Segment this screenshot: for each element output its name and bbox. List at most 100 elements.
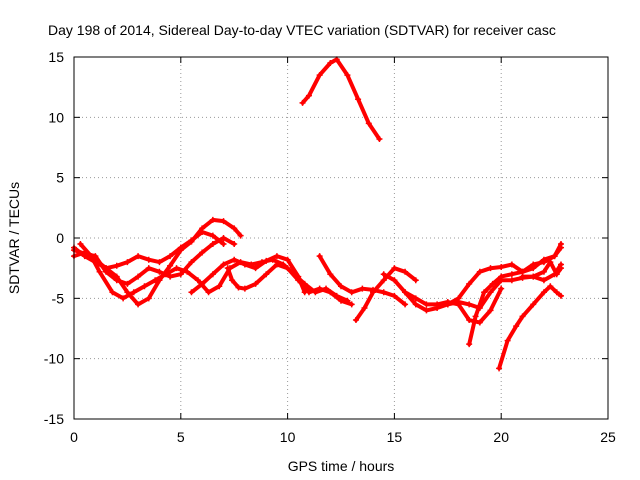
data-point [558, 244, 565, 251]
data-point [344, 72, 351, 79]
data-point [156, 268, 163, 275]
y-tick-label: -15 [44, 411, 64, 427]
data-point [519, 273, 526, 280]
data-point [235, 284, 242, 291]
data-point [120, 295, 127, 302]
data-point [113, 277, 120, 284]
data-point [498, 285, 505, 292]
chart-title: Day 198 of 2014, Sidereal Day-to-day VTE… [48, 22, 556, 38]
data-point [199, 249, 206, 256]
data-point [167, 262, 174, 269]
data-point [130, 289, 137, 296]
data-point [402, 301, 409, 308]
data-point [540, 259, 547, 266]
data-point [284, 256, 291, 263]
data-point [547, 283, 554, 290]
data-point [241, 285, 248, 292]
data-point [391, 277, 398, 284]
data-point [551, 253, 558, 260]
data-point [209, 241, 216, 248]
data-point [177, 271, 184, 278]
data-point [444, 301, 451, 308]
data-point [487, 307, 494, 314]
data-point [498, 263, 505, 270]
data-point [162, 271, 169, 278]
data-point [229, 277, 236, 284]
data-point [231, 225, 238, 232]
data-point [145, 265, 152, 272]
data-point [476, 268, 483, 275]
data-point [402, 289, 409, 296]
axis-ticks: 0 5 10 15 20 25 -15 -10 -5 0 5 10 15 [44, 49, 616, 445]
data-point [487, 265, 494, 272]
data-point [135, 301, 142, 308]
data-point [496, 365, 503, 372]
y-tick-label: 10 [48, 109, 64, 125]
y-tick-label: 5 [56, 170, 64, 186]
data-point [316, 285, 323, 292]
data-point [376, 136, 383, 143]
data-point [284, 265, 291, 272]
data-point [220, 261, 227, 268]
data-point [220, 235, 227, 241]
data-point [113, 262, 120, 269]
data-point [237, 232, 244, 239]
data-point [338, 283, 344, 290]
data-point [489, 280, 496, 287]
data-point [476, 319, 483, 326]
data-point [263, 257, 270, 264]
data-point [553, 289, 560, 296]
data-point [220, 241, 227, 248]
data-point [77, 241, 84, 248]
data-point [167, 253, 174, 260]
data-point [177, 244, 184, 251]
data-point [305, 289, 312, 296]
data-point [252, 280, 259, 287]
data-point [466, 280, 473, 287]
data-point [135, 253, 142, 260]
data-point [423, 301, 430, 308]
data-point [209, 271, 216, 278]
x-tick-label: 0 [70, 429, 78, 445]
data-point [466, 341, 473, 348]
data-point [316, 72, 323, 79]
data-point [412, 301, 419, 308]
data-point [231, 256, 238, 263]
y-tick-label: -10 [44, 351, 64, 367]
data-point [316, 253, 323, 260]
x-tick-label: 15 [387, 429, 403, 445]
data-point [370, 289, 377, 296]
series-group [71, 56, 565, 372]
series-line-arc-11 [403, 262, 563, 313]
data-point [273, 253, 280, 260]
data-point [167, 273, 174, 280]
data-point [188, 237, 195, 244]
data-point [540, 268, 547, 275]
data-point [380, 277, 387, 284]
data-point [327, 271, 334, 278]
data-point [152, 277, 159, 284]
data-point [96, 268, 103, 275]
y-tick-label: 0 [56, 230, 64, 246]
data-point [540, 277, 547, 284]
x-tick-label: 20 [493, 429, 509, 445]
data-point [558, 265, 565, 272]
data-point [220, 218, 227, 225]
data-point [402, 268, 409, 275]
x-axis-label: GPS time / hours [288, 458, 395, 474]
data-point [359, 285, 366, 292]
data-point [327, 60, 334, 67]
data-point [327, 289, 334, 296]
data-point [109, 289, 116, 296]
data-point [273, 261, 280, 268]
data-point [355, 96, 362, 103]
data-point [391, 265, 398, 272]
data-point [504, 337, 511, 344]
data-point [348, 301, 355, 308]
data-point [519, 313, 526, 320]
data-point [352, 317, 359, 324]
data-point [412, 295, 419, 302]
data-point [513, 323, 520, 330]
data-point [481, 289, 488, 296]
data-point [199, 228, 206, 235]
